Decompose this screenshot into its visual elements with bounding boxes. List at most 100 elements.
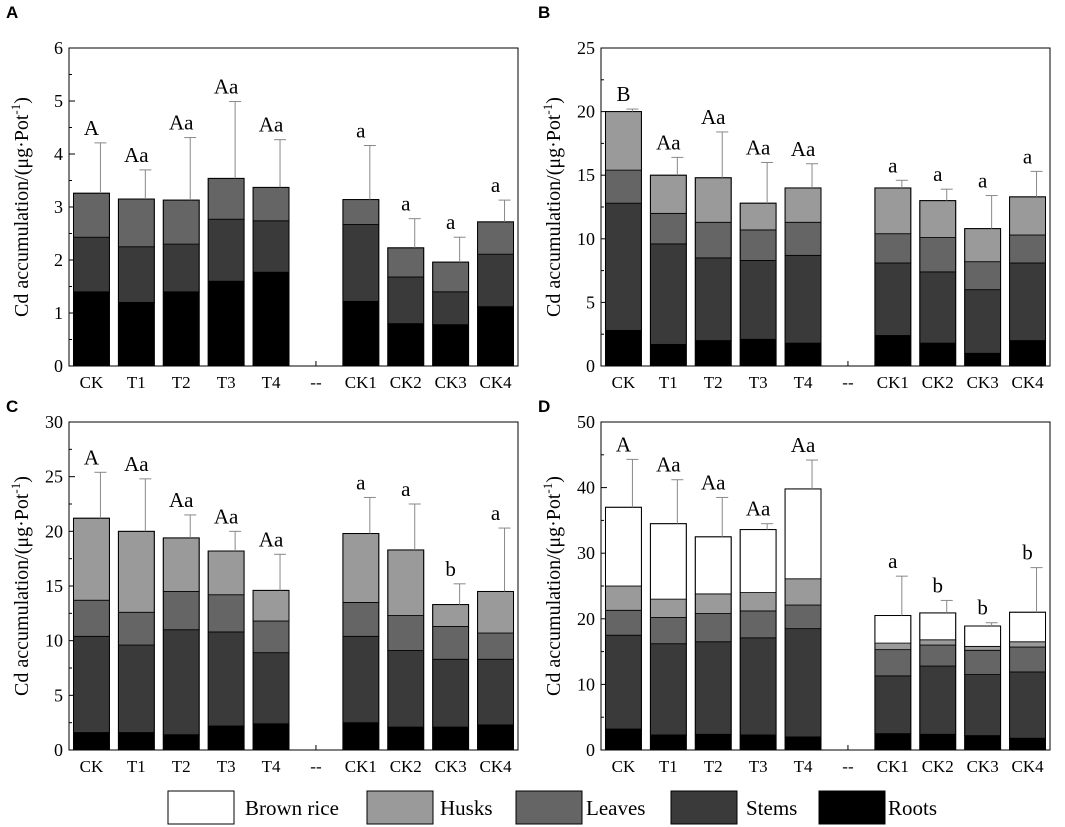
panel-c-significance-label: Aa [214,504,239,528]
panel-b-bar-roots [1009,340,1046,367]
panel-b-bar-roots [739,338,777,367]
panel-c-bar-outline [162,537,200,751]
panel-a-ytick-label: 3 [54,197,63,217]
panel-b-bar-leaves [784,221,822,256]
panel-b-bar-husks [1009,196,1046,236]
panel-c-bar-outline [72,517,110,751]
panel-c-ytick-label: 0 [54,740,63,760]
panel-c-significance-label: a [356,470,366,494]
panel-a-bar-stems [252,220,290,273]
panel-d-significance-label: a [888,549,898,573]
panel-a-ylabel: Cd accumulation/(μg·Pot-1) [8,97,33,317]
legend-label-husks: Husks [440,796,493,820]
panel-d-xtick-label-ck: CK [612,757,636,776]
panel-a-bar-stems [342,224,380,302]
panel-c-bar-leaves [73,599,110,637]
panel-a-bar-outline [207,177,245,367]
panel-a-ytick-label: 6 [54,38,63,58]
legend-swatch-roots [818,790,886,825]
panel-c-bar-outline [207,550,245,751]
panel-a-significance-label: A [84,116,100,140]
panel-c-bar-husks [477,591,514,634]
panel-b-bar-stems [784,254,822,344]
panel-b-xtick-label-t4: T4 [794,373,813,392]
panel-d-bar-stems [964,674,1002,736]
legend-swatch-husks [366,790,434,825]
panel-b-bar-husks [874,187,912,235]
panel-b-bar-husks [694,177,732,223]
panel-a: A 0 1 2 3 4 5 6 Cd accumulation/(μg·Pot-1) CK A T1… [6,3,519,392]
legend-swatch-stems [670,790,738,825]
panel-a-xtick-label-ck1: CK1 [345,373,377,392]
panel-d-bar-roots [739,734,777,751]
panel-a-bar-roots [387,323,425,367]
panel-c-bar-stems [342,635,380,724]
panel-letter-d: D [538,397,550,416]
panel-d-bar-stems [1009,671,1046,739]
panel-a-bar-stems [477,253,514,308]
panel-b-ytick-label: 20 [577,102,595,122]
legend: Brown rice Husks Leaves Stems Roots [167,790,937,825]
panel-letter-c: C [6,397,18,416]
panel-d-bar-leaves [649,617,687,645]
legend-swatch-brown-rice [167,790,235,825]
panel-d-bar-husks [964,645,1002,651]
panel-c-ytick-label: 30 [45,412,63,432]
panel-c-significance-label: a [491,501,501,525]
panel-b-bar-outline [649,174,687,367]
legend-swatch-leaves [515,790,583,825]
panel-b-bar-outline [694,177,732,367]
panel-d-xtick-label-t3: T3 [749,757,768,776]
panel-a-bar-roots [342,300,380,367]
panel-d-bar-roots [919,733,957,751]
panel-d-ytick-label: 50 [577,412,595,432]
panel-b-bar-roots [605,329,642,367]
panel-d-significance-label: A [616,432,632,456]
panel-c-bar-husks [387,549,425,616]
panel-b-bar-leaves [694,221,732,259]
panel-a-bar-leaves [342,199,380,225]
panel-b-bar-husks [964,228,1002,263]
panel-c-bar-leaves [117,611,155,646]
panel-b-bar-stems [694,257,732,341]
panel-b-bar-leaves [1009,234,1046,264]
panel-c-bar-stems [477,658,514,726]
panel-b-bar-stems [1009,262,1046,341]
panel-a-bar-leaves [387,247,425,278]
panel-c-bar-outline [432,604,470,751]
panel-a-bar-roots [252,271,290,367]
panel-a-bar-stems [117,246,155,303]
panel-b-bar-stems [964,289,1002,354]
panel-b-bar-outline [874,187,912,367]
panel-c-xtick-label-t3: T3 [217,757,236,776]
panel-d-bar-roots [1009,737,1046,751]
panel-c-bar-husks [162,537,200,592]
panel-a-bar-stems [73,236,110,293]
panel-b-xtick-label-ck4: CK4 [1011,373,1044,392]
panel-c-bar-outline [477,590,515,751]
panel-c-bar-outline [342,533,380,751]
panel-a-bar-stems [432,291,470,326]
panel-d-bar-brown-rice [964,625,1002,647]
panel-d-bar-stems [874,675,912,735]
panel-c-xtick-label-ck1: CK1 [345,757,377,776]
panel-b-bar-outline [739,202,777,367]
panel-b-bar-leaves [739,229,777,261]
panel-c-xtick-label-ck3: CK3 [435,757,467,776]
panel-d-bar-brown-rice [919,612,957,641]
panel-d-xtick-label-ck3: CK3 [967,757,999,776]
panel-b-bar-stems [874,262,912,336]
panel-d-significance-label: Aa [791,433,816,457]
panel-a-bar-roots [477,306,514,367]
panel-c-significance-label: Aa [169,488,194,512]
panel-a-bar-roots [162,291,200,367]
panel-d-bar-husks [739,592,777,612]
panel-d-significance-label: Aa [656,453,681,477]
panel-d-xtick-label-t1: T1 [659,757,678,776]
panel-c-significance-label: A [84,445,100,469]
panel-a-bar-outline [387,247,425,367]
panel-b-bar-roots [874,335,912,367]
panel-d-bar-stems [739,637,777,736]
panel-a-bar-outline [72,192,110,367]
